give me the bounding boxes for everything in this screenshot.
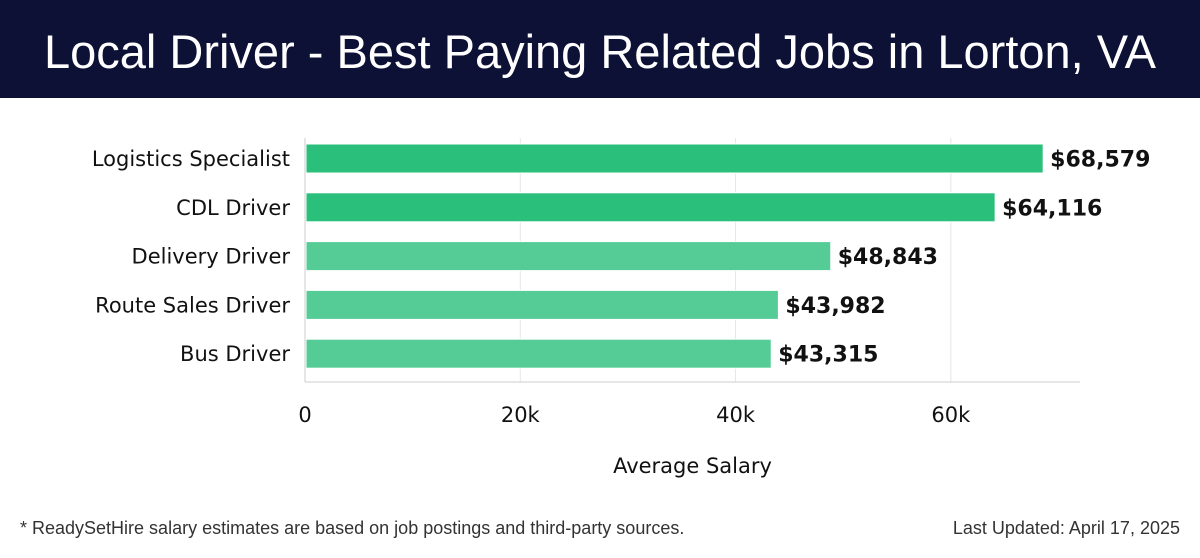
salary-bar-chart: 0 20k 40k 60k Logistics Specialist $68,579 CDL… xyxy=(92,138,1151,478)
value-label: $48,843 xyxy=(838,245,938,270)
page-title: Local Driver - Best Paying Related Jobs … xyxy=(43,25,1156,78)
x-tick-label: 40k xyxy=(716,403,756,427)
value-label: $43,982 xyxy=(785,294,885,319)
value-label: $43,315 xyxy=(778,343,878,368)
bar xyxy=(305,241,832,272)
value-label: $64,116 xyxy=(1002,196,1102,221)
x-axis-title: Average Salary xyxy=(613,454,772,478)
x-tick-label: 0 xyxy=(298,403,311,427)
category-label: Delivery Driver xyxy=(132,245,291,269)
category-label: Route Sales Driver xyxy=(95,293,290,317)
category-label: CDL Driver xyxy=(176,196,290,220)
bar xyxy=(305,338,772,369)
footnote: * ReadySetHire salary estimates are base… xyxy=(20,518,685,538)
x-tick-label: 20k xyxy=(501,403,541,427)
bar xyxy=(305,289,779,320)
title-banner xyxy=(0,0,1200,98)
x-tick-label: 60k xyxy=(931,403,971,427)
bar xyxy=(305,143,1044,174)
bars xyxy=(305,143,1044,369)
bar xyxy=(305,192,996,223)
category-label: Logistics Specialist xyxy=(92,147,290,171)
last-updated: Last Updated: April 17, 2025 xyxy=(952,518,1180,538)
category-label: Bus Driver xyxy=(180,342,290,366)
labels: 0 20k 40k 60k Logistics Specialist $68,579 CDL… xyxy=(92,147,1151,427)
value-label: $68,579 xyxy=(1050,148,1150,173)
